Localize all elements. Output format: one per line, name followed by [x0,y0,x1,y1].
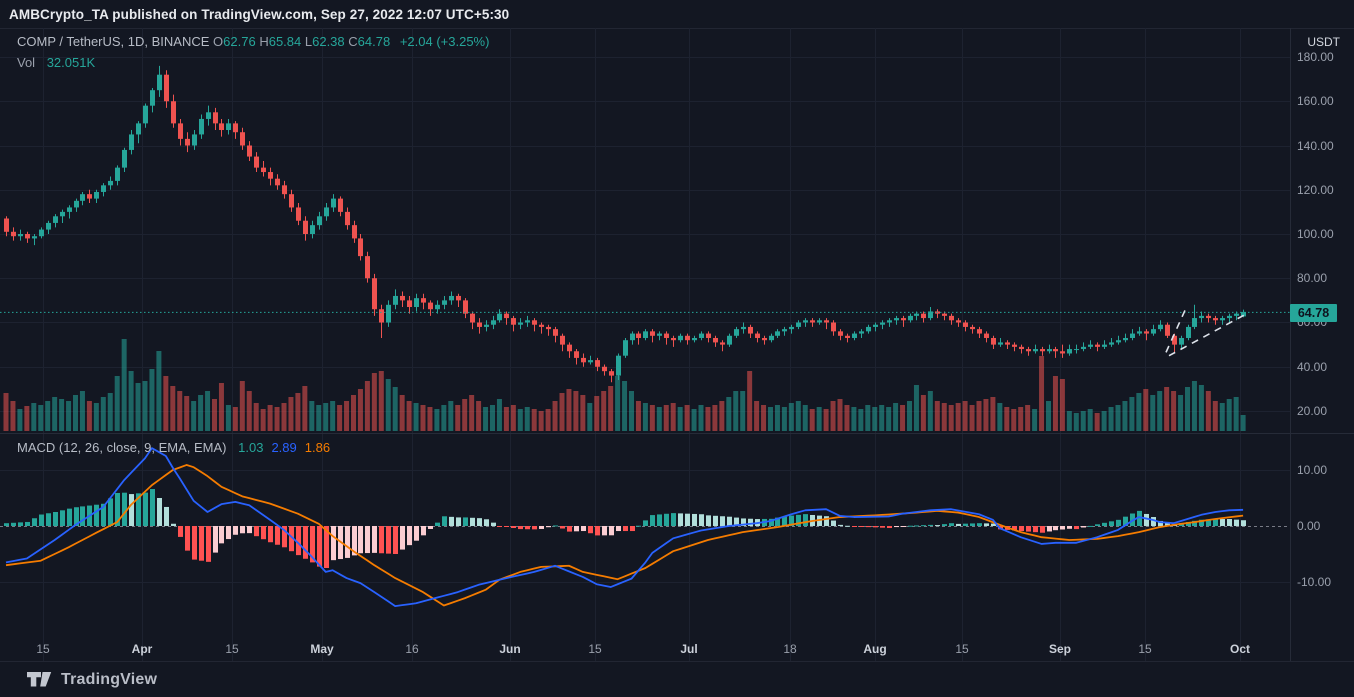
price-tick-label: 140.00 [1297,139,1334,153]
ohlc-key: L [301,34,313,49]
time-tick-label: Aug [863,642,887,656]
time-tick-label: Sep [1048,642,1072,656]
macd-tick-label: 0.00 [1297,519,1321,533]
time-tick-label: 15 [225,642,239,656]
ohlc-key: C [344,34,358,49]
volume-label: Vol [17,55,36,70]
time-tick-label: 15 [588,642,602,656]
tradingview-logo-icon [27,672,52,687]
time-tick-label: 15 [955,642,969,656]
macd-value: 2.89 [271,440,297,455]
ohlc-key: H [255,34,269,49]
price-tick-label: 120.00 [1297,183,1334,197]
time-tick-label: May [310,642,334,656]
macd-value: 1.03 [238,440,264,455]
symbol-legend: COMP / TetherUS, 1D, BINANCE O62.76 H65.… [17,34,489,49]
time-axis-divider [0,661,1354,662]
time-tick-label: Oct [1229,642,1251,656]
macd-value: 1.86 [304,440,331,455]
time-tick-label: Jun [499,642,521,656]
macd-legend: MACD (12, 26, close, 9, EMA, EMA) 1.03 2.… [17,440,330,455]
tradingview-link[interactable]: TradingView [27,671,157,689]
symbol-title: COMP / TetherUS, 1D, BINANCE [17,34,210,49]
ohlc-value: 65.84 [268,34,302,49]
time-tick-label: Jul [680,642,698,656]
last-price-badge: 64.78 [1290,304,1337,322]
macd-tick-label: -10.00 [1297,575,1332,589]
price-tick-label: 180.00 [1297,50,1334,64]
time-tick-label: Apr [131,642,153,656]
tradingview-brand-text: TradingView [61,670,158,688]
footer-bar: TradingView [0,662,1354,697]
price-tick-label: 20.00 [1297,404,1328,418]
ohlc-key: O [213,34,224,49]
price-tick-label: 80.00 [1297,271,1328,285]
time-tick-label: 15 [36,642,50,656]
ohlc-values: O62.76 H65.84 L62.38 C64.78 [213,34,390,49]
ohlc-value: 62.38 [312,34,345,49]
volume-value: 32.051K [46,55,96,70]
macd-tick-label: 10.00 [1297,463,1328,477]
price-tick-label: 160.00 [1297,94,1334,108]
time-tick-label: 18 [783,642,797,656]
price-tick-label: 100.00 [1297,227,1334,241]
volume-legend: Vol 32.051K [17,55,95,70]
ohlc-value: 62.76 [223,34,256,49]
time-tick-label: 16 [405,642,419,656]
time-tick-label: 15 [1138,642,1152,656]
macd-title: MACD (12, 26, close, 9, EMA, EMA) [17,440,227,455]
ohlc-value: 64.78 [357,34,391,49]
macd-values: 1.03 2.89 1.86 [230,440,330,455]
currency-label: USDT [1307,35,1340,49]
price-tick-label: 40.00 [1297,360,1328,374]
change-value: +2.04 (+3.25%) [399,34,490,49]
